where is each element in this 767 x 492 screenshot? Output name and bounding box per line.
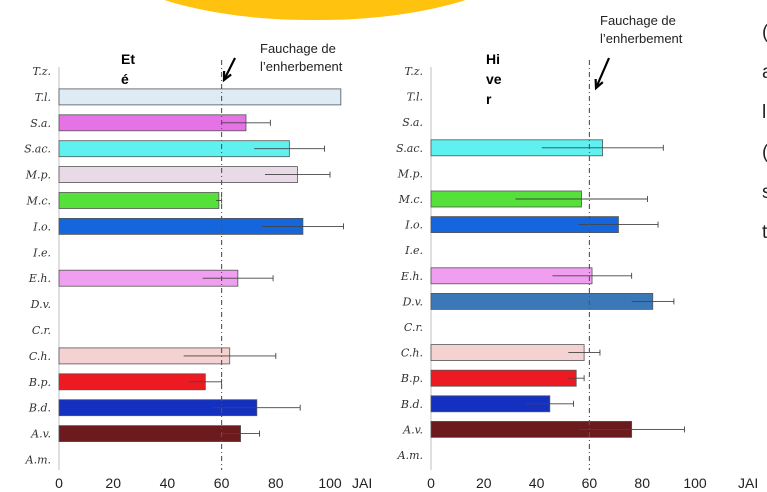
summer-category-label: I.o. [32,220,51,233]
chart-winter: T.z. T.l. S.a. S.ac. M.p. M.c. I.o. I.e. E.h. D.v… [368,0,758,492]
summer-category-label: B.p. [28,376,51,389]
winter-x-tick-label: 80 [634,475,650,491]
side-text-1: a [762,62,767,84]
summer-category-label: C.r. [32,324,51,337]
winter-bar [430,344,585,362]
summer-x-tick-label: 20 [105,475,121,491]
winter-mowing-arrow [594,57,611,89]
summer-category-label: S.ac. [24,143,51,156]
winter-category-label: A.m. [397,449,423,462]
summer-category-label: M.c. [26,195,51,208]
summer-category-label: B.d. [28,402,51,415]
summer-category-label: C.h. [29,350,51,363]
summer-x-tick-label: 100 [318,475,342,491]
winter-x-tick-label: 60 [582,475,598,491]
summer-x-axis-label: JAI [352,475,372,491]
winter-x-tick-label: 40 [529,475,545,491]
summer-category-label: D.v. [30,298,51,311]
winter-category-label: T.l. [407,91,423,104]
winter-category-label: A.v. [402,423,423,436]
chart-summer: T.z. T.l. S.a. S.ac. M.p. M.c. I.o. I.e. E.h. D.v… [0,0,380,492]
winter-x-tick-label: 20 [476,475,492,491]
summer-x-tick-label: 40 [160,475,176,491]
winter-bar [430,292,654,310]
winter-category-label: S.a. [402,116,423,129]
summer-category-label: E.h. [28,272,51,285]
winter-category-label: D.v. [402,295,423,308]
summer-x-tick-label: 60 [214,475,230,491]
winter-category-label: B.p. [400,372,423,385]
summer-mowing-arrow-head [222,70,232,83]
summer-bar [58,373,206,391]
summer-x-tick-label: 0 [55,475,63,491]
winter-x-tick-label: 0 [427,475,435,491]
cropped-side-text: ( a l ( s t [758,0,767,492]
side-text-2: l [762,102,767,123]
summer-category-label: M.p. [25,169,51,182]
summer-season-title: Et é [121,51,135,87]
summer-x-tick-label: 80 [268,475,284,491]
winter-category-label: S.ac. [396,142,423,155]
winter-category-label: B.d. [400,398,423,411]
winter-category-label: C.r. [404,321,423,334]
winter-category-label: I.e. [404,244,423,257]
winter-x-axis-label: JAI [738,475,758,491]
winter-mowing-arrow-head [594,78,604,91]
summer-category-label: T.l. [35,91,51,104]
winter-season-title: Hi ve r [486,51,502,107]
winter-category-label: C.h. [401,347,423,360]
winter-category-label: T.z. [404,65,423,78]
chart-summer-svg: T.z. T.l. S.a. S.ac. M.p. M.c. I.o. I.e. E.h. D.v… [24,41,372,491]
summer-category-label: A.v. [30,428,51,441]
summer-bar [58,425,241,443]
side-text-0: ( [762,22,767,44]
summer-category-label: S.a. [30,117,51,130]
winter-x-tick-label: 100 [683,475,707,491]
winter-category-label: M.c. [398,193,423,206]
summer-bar [58,114,247,132]
winter-mowing-label: Fauchage de l’enherbement [600,13,683,46]
summer-bar [58,192,220,209]
summer-mowing-label: Fauchage de l’enherbement [260,41,343,74]
winter-category-label: M.p. [397,167,423,180]
winter-category-label: I.o. [404,219,423,232]
summer-category-label: I.e. [32,246,51,259]
chart-winter-svg: T.z. T.l. S.a. S.ac. M.p. M.c. I.o. I.e. E.h. D.v… [396,13,758,491]
side-text-3: ( [762,142,767,164]
side-text-5: t [762,222,767,243]
side-text-4: s [762,182,767,203]
winter-category-label: E.h. [400,270,423,283]
summer-category-label: T.z. [32,65,51,78]
winter-bar [430,369,577,387]
summer-mowing-arrow [223,57,236,81]
summer-category-label: A.m. [25,454,51,467]
summer-bar [58,166,298,184]
summer-bar [58,88,342,106]
